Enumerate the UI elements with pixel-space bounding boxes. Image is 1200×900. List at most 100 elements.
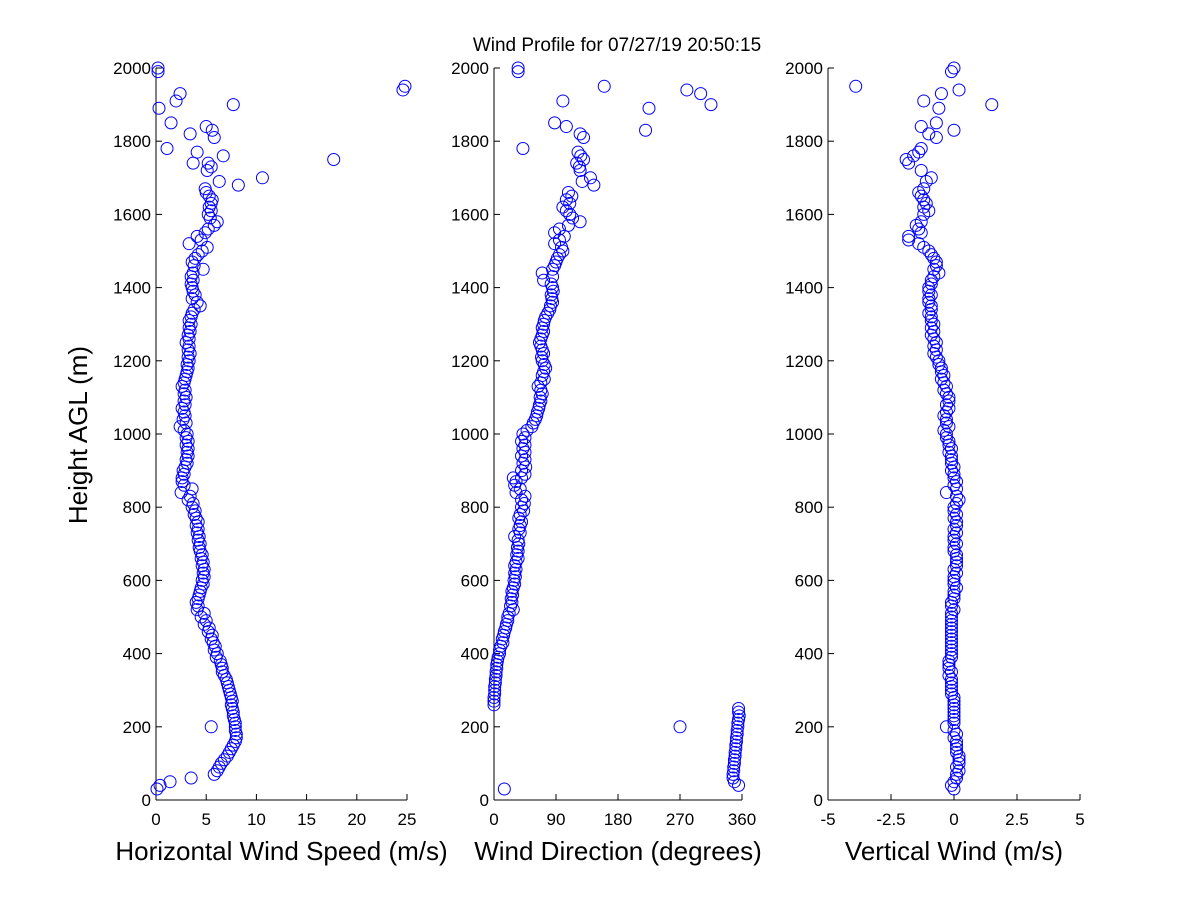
data-point <box>177 467 191 481</box>
data-point <box>937 383 951 397</box>
data-point <box>950 555 964 569</box>
data-point <box>573 215 587 229</box>
data-point <box>947 522 961 536</box>
data-point <box>729 731 743 745</box>
data-point <box>899 153 913 166</box>
data-point <box>188 288 202 302</box>
y-tick-label: 800 <box>461 498 489 517</box>
x-tick-label: 2.5 <box>1005 810 1029 829</box>
data-point <box>922 306 936 320</box>
data-point <box>922 127 936 141</box>
data-point <box>511 65 525 79</box>
data-point <box>186 273 200 287</box>
data-point <box>570 156 584 170</box>
data-point <box>186 156 200 170</box>
y-tick-label: 400 <box>123 645 151 664</box>
data-point <box>179 431 193 445</box>
y-tick-label: 400 <box>795 645 823 664</box>
x-tick-label: 20 <box>347 810 366 829</box>
data-point <box>929 343 943 357</box>
data-point <box>220 749 234 763</box>
data-point <box>937 376 951 390</box>
data-point <box>950 760 964 774</box>
y-tick-label: 1000 <box>785 425 823 444</box>
data-point <box>190 145 204 159</box>
y-tick-label: 1600 <box>451 205 489 224</box>
y-tick-label: 1000 <box>451 425 489 444</box>
data-point <box>947 573 961 587</box>
data-point <box>327 153 341 166</box>
data-point <box>552 222 566 236</box>
data-point <box>516 442 530 456</box>
data-point <box>914 120 928 134</box>
data-point <box>548 226 562 240</box>
x-tick-label: 5 <box>1075 810 1084 829</box>
data-point <box>673 720 687 734</box>
data-point <box>922 281 936 295</box>
data-point <box>185 255 199 269</box>
data-point <box>944 599 958 613</box>
data-point <box>950 515 964 529</box>
data-point <box>917 207 931 221</box>
data-point <box>942 658 956 672</box>
data-point <box>944 614 958 628</box>
data-point <box>907 149 921 163</box>
data-point <box>639 123 653 137</box>
data-point <box>727 760 741 774</box>
data-point <box>932 357 946 371</box>
data-point <box>163 775 177 789</box>
data-point <box>175 401 189 415</box>
data-point <box>919 174 933 188</box>
data-point <box>950 497 964 511</box>
data-point <box>929 350 943 364</box>
x-tick-label: 25 <box>398 810 417 829</box>
data-point <box>255 171 269 185</box>
data-point <box>187 508 201 522</box>
x-tick-label: 5 <box>201 810 210 829</box>
data-point <box>917 94 931 108</box>
data-point <box>944 442 958 456</box>
data-point <box>525 420 539 434</box>
figure-title: Wind Profile for 07/27/19 20:50:15 <box>473 35 761 56</box>
data-point <box>173 420 187 434</box>
data-point <box>207 131 221 145</box>
data-point <box>944 625 958 639</box>
data-point <box>160 142 174 156</box>
data-point <box>151 61 165 75</box>
data-point <box>577 131 591 145</box>
data-point <box>950 489 964 503</box>
data-point <box>190 229 204 243</box>
data-point <box>191 592 205 606</box>
data-point <box>947 731 961 745</box>
data-point <box>947 460 961 474</box>
data-point <box>927 251 941 265</box>
data-point <box>396 83 410 97</box>
data-point <box>566 211 580 225</box>
data-point <box>228 720 242 734</box>
data-point <box>493 643 507 657</box>
data-point <box>912 222 926 236</box>
data-point <box>704 98 718 112</box>
data-point <box>184 771 198 785</box>
data-point <box>947 562 961 576</box>
data-point <box>535 354 549 368</box>
data-point <box>518 445 532 459</box>
data-point <box>543 303 557 317</box>
data-point <box>188 251 202 265</box>
data-point <box>942 445 956 459</box>
data-point <box>947 712 961 726</box>
data-point <box>518 467 532 481</box>
data-point <box>216 149 230 163</box>
data-point <box>534 376 548 390</box>
data-point <box>222 745 236 759</box>
data-point <box>934 87 948 101</box>
data-point <box>556 94 570 108</box>
data-point <box>179 438 193 452</box>
data-point <box>944 672 958 686</box>
data-point <box>191 533 205 547</box>
data-point <box>231 178 245 192</box>
data-point <box>939 416 953 430</box>
data-point <box>950 475 964 489</box>
data-point <box>727 753 741 767</box>
data-point <box>944 636 958 650</box>
